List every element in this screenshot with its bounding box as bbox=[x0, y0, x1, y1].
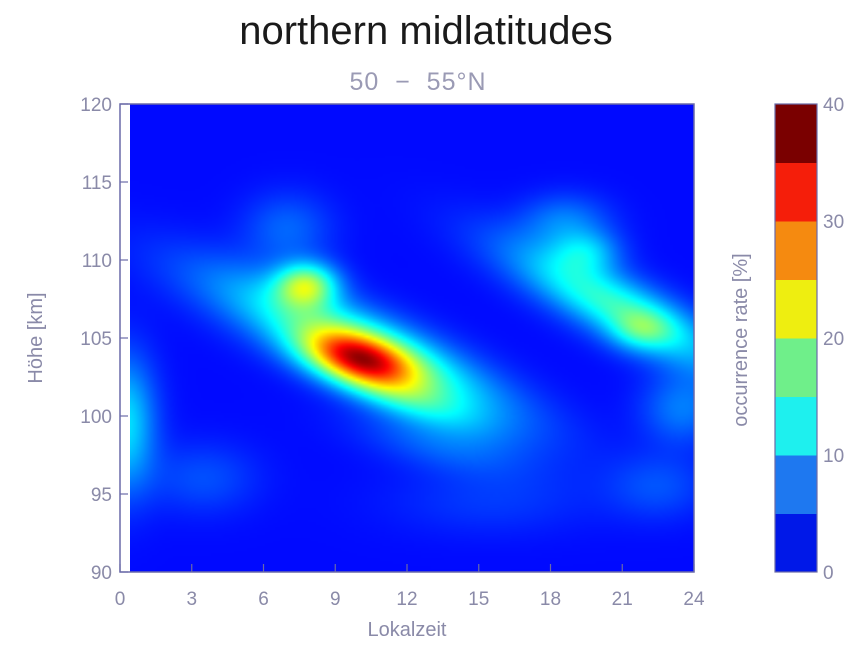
y-tick-label: 105 bbox=[80, 329, 112, 350]
heatmap-image bbox=[130, 104, 694, 572]
colorbar-frame bbox=[774, 103, 818, 573]
colorbar-segment bbox=[775, 279, 817, 339]
colorbar-tick-label: 40 bbox=[823, 95, 844, 116]
colorbar-tick-label: 0 bbox=[823, 563, 834, 584]
y-tick-label: 110 bbox=[82, 251, 112, 272]
chart-subtitle: 50 − 55°N bbox=[349, 68, 486, 96]
x-tick-label: 0 bbox=[115, 589, 126, 610]
y-tick-label: 120 bbox=[80, 95, 112, 116]
colorbar-segment bbox=[775, 104, 817, 163]
colorbar-ticks: 0 10 20 30 40 bbox=[823, 95, 844, 584]
x-axis: 0 3 6 9 12 15 18 21 24 bbox=[115, 564, 705, 610]
colorbar-segment bbox=[775, 338, 817, 397]
y-tick-label: 115 bbox=[82, 173, 112, 194]
colorbar-segment bbox=[775, 455, 817, 514]
chart-title: northern midlatitudes bbox=[239, 9, 613, 53]
x-tick-label: 12 bbox=[396, 589, 417, 610]
x-tick-label: 9 bbox=[330, 589, 341, 610]
colorbar bbox=[774, 103, 818, 573]
x-tick-label: 15 bbox=[468, 589, 489, 610]
colorbar-segment bbox=[775, 396, 817, 456]
x-axis-label: Lokalzeit bbox=[368, 619, 447, 641]
y-axis: 90 95 100 105 110 115 120 bbox=[80, 95, 128, 584]
y-tick-label: 95 bbox=[91, 485, 112, 506]
colorbar-segment bbox=[775, 513, 817, 573]
colorbar-tick-label: 30 bbox=[823, 212, 844, 233]
colorbar-segment bbox=[775, 221, 817, 280]
colorbar-segment bbox=[775, 162, 817, 222]
y-tick-label: 100 bbox=[80, 407, 112, 428]
colorbar-tick-label: 20 bbox=[823, 329, 844, 350]
y-axis-label: Höhe [km] bbox=[25, 292, 47, 383]
x-tick-label: 3 bbox=[186, 589, 197, 610]
y-tick-label: 90 bbox=[91, 563, 112, 584]
x-tick-label: 18 bbox=[540, 589, 561, 610]
colorbar-tick-label: 10 bbox=[823, 446, 844, 467]
x-tick-label: 21 bbox=[612, 589, 633, 610]
x-tick-label: 24 bbox=[683, 589, 705, 610]
colorbar-label: occurrence rate [%] bbox=[730, 253, 752, 426]
plot-area bbox=[119, 103, 695, 573]
x-tick-label: 6 bbox=[258, 589, 269, 610]
